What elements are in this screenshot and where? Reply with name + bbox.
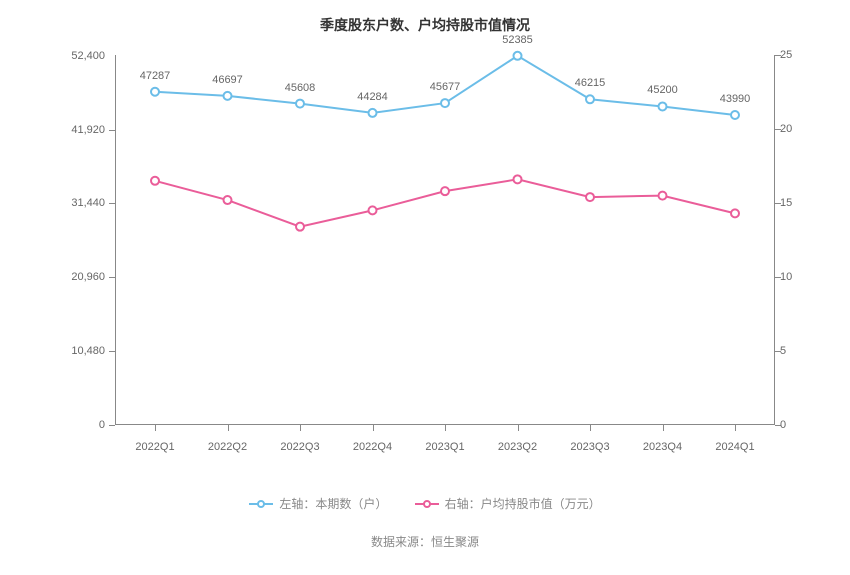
x-label: 2022Q3 xyxy=(280,441,319,453)
y-right-label: 20 xyxy=(780,123,810,135)
legend-item-series1: 左轴：本期数（户） xyxy=(249,495,387,512)
y-left-label: 52,400 xyxy=(55,50,105,62)
legend-marker-1 xyxy=(249,498,273,510)
x-label: 2023Q1 xyxy=(425,441,464,453)
y-right-label: 5 xyxy=(780,345,810,357)
y-right-label: 0 xyxy=(780,419,810,431)
x-label: 2022Q4 xyxy=(353,441,392,453)
legend-label-1: 左轴：本期数（户） xyxy=(279,495,387,512)
legend-label-2: 右轴：户均持股市值（万元） xyxy=(445,495,601,512)
y-left-label: 0 xyxy=(55,419,105,431)
data-label: 46215 xyxy=(575,77,606,89)
x-label: 2022Q2 xyxy=(208,441,247,453)
x-label: 2023Q4 xyxy=(643,441,682,453)
chart-container: 季度股东户数、户均持股市值情况 010,48020,96031,44041,92… xyxy=(0,0,850,575)
y-left-label: 20,960 xyxy=(55,271,105,283)
y-left-label: 41,920 xyxy=(55,124,105,136)
data-label: 43990 xyxy=(720,93,751,105)
y-right-label: 25 xyxy=(780,49,810,61)
x-label: 2023Q2 xyxy=(498,441,537,453)
chart-title: 季度股东户数、户均持股市值情况 xyxy=(0,15,850,35)
y-left-label: 10,480 xyxy=(55,345,105,357)
data-label: 52385 xyxy=(502,34,533,46)
plot-area: 010,48020,96031,44041,92052,400051015202… xyxy=(115,55,775,425)
x-label: 2023Q3 xyxy=(570,441,609,453)
y-right-label: 10 xyxy=(780,271,810,283)
data-source: 数据来源：恒生聚源 xyxy=(0,533,850,550)
data-label: 46697 xyxy=(212,74,243,86)
x-label: 2022Q1 xyxy=(135,441,174,453)
chart-svg xyxy=(115,55,775,425)
data-label: 47287 xyxy=(140,70,171,82)
y-left-label: 31,440 xyxy=(55,197,105,209)
data-label: 45608 xyxy=(285,82,316,94)
x-label: 2024Q1 xyxy=(715,441,754,453)
data-label: 45200 xyxy=(647,84,678,96)
legend-item-series2: 右轴：户均持股市值（万元） xyxy=(415,495,601,512)
data-label: 45677 xyxy=(430,81,461,93)
y-right-label: 15 xyxy=(780,197,810,209)
legend: 左轴：本期数（户） 右轴：户均持股市值（万元） xyxy=(0,495,850,513)
legend-marker-2 xyxy=(415,498,439,510)
data-label: 44284 xyxy=(357,91,388,103)
